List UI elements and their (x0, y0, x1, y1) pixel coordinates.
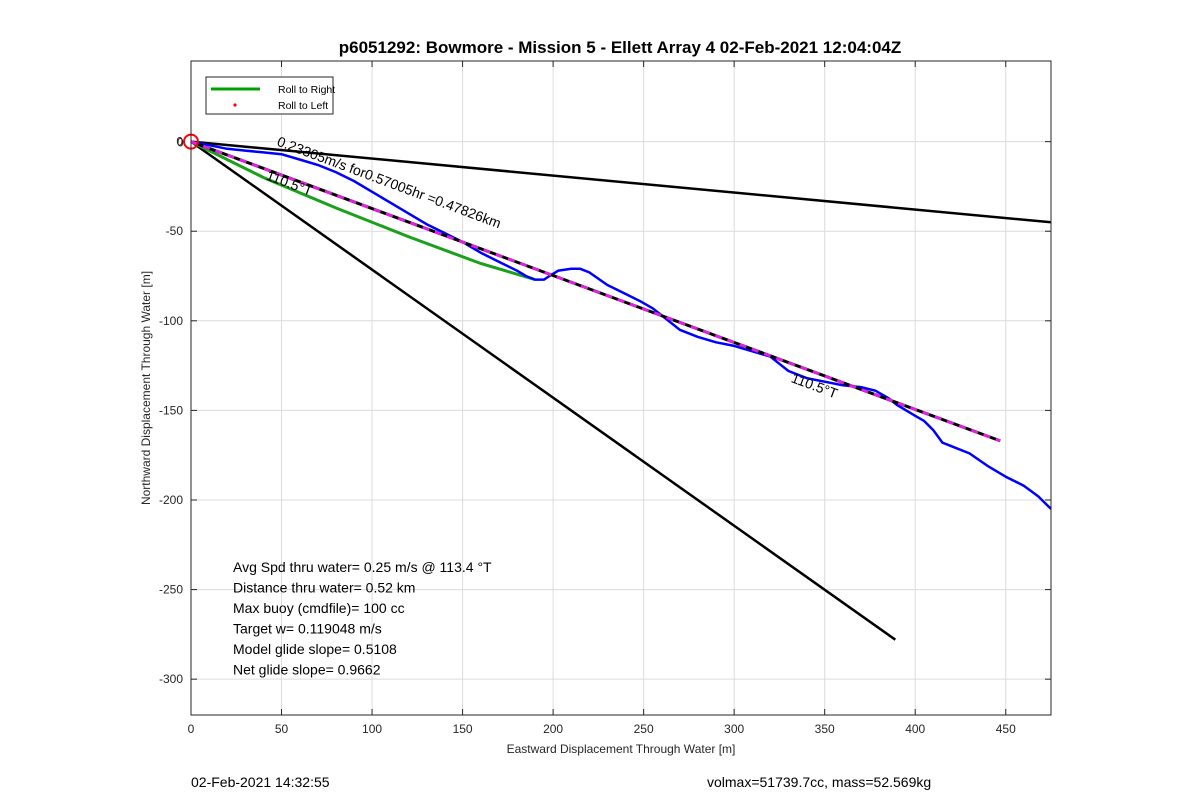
chart-title: p6051292: Bowmore - Mission 5 - Ellett A… (339, 38, 902, 57)
grid (190, 61, 1051, 715)
y-tick-label: -50 (166, 224, 184, 238)
legend-box (205, 76, 334, 115)
legend-label: Roll to Right (278, 84, 335, 96)
y-tick-label: -100 (159, 314, 183, 328)
x-tick-label: 0 (188, 722, 195, 736)
x-tick-label: 350 (815, 722, 835, 736)
y-tick-label: 0 (176, 135, 183, 149)
stat-line: Avg Spd thru water= 0.25 m/s @ 113.4 °T (233, 559, 492, 575)
stats-block: Avg Spd thru water= 0.25 m/s @ 113.4 °T D… (233, 559, 492, 678)
stat-line: Target w= 0.119048 m/s (233, 621, 382, 637)
x-tick-label: 150 (453, 722, 473, 736)
y-tick-label: -150 (159, 403, 183, 417)
stat-line: Distance thru water= 0.52 km (233, 580, 415, 596)
y-tick-label: -300 (159, 672, 183, 686)
x-tick-label: 400 (905, 722, 925, 736)
series-glider-track (190, 140, 1052, 510)
x-tick-label: 250 (634, 722, 654, 736)
y-ticks: 0 -50 -100 -150 -200 -250 -300 (159, 135, 1051, 686)
stat-line: Max buoy (cmdfile)= 100 cc (233, 600, 405, 616)
legend-label: Roll to Left (278, 100, 328, 112)
x-tick-label: 300 (724, 722, 744, 736)
reference-line-east (190, 140, 1052, 224)
x-tick-label: 100 (362, 722, 382, 736)
y-tick-label: -250 (159, 583, 183, 597)
series-roll-to-right (190, 140, 536, 282)
series-fit-line-dash (190, 140, 1001, 443)
x-axis-label: Eastward Displacement Through Water [m] (507, 742, 736, 756)
legend-swatch-dot (233, 103, 237, 107)
x-ticks: 0 50 100 150 200 250 300 350 400 450 (188, 61, 1016, 736)
origin-label: 0 (177, 136, 184, 150)
x-tick-label: 50 (275, 722, 289, 736)
axes-box (191, 61, 1051, 715)
legend: Roll to Right Roll to Left (205, 76, 335, 115)
x-tick-label: 450 (996, 722, 1016, 736)
y-axis-label: Northward Displacement Through Water [m] (139, 271, 153, 505)
series-layer (183, 133, 1052, 641)
footer-timestamp: 02-Feb-2021 14:32:55 (191, 774, 330, 790)
stat-line: Net glide slope= 0.9662 (233, 662, 381, 678)
reference-line-south (190, 140, 897, 641)
x-tick-label: 200 (543, 722, 563, 736)
footer-volmax-mass: volmax=51739.7cc, mass=52.569kg (707, 774, 932, 790)
y-tick-label: -200 (159, 493, 183, 507)
stat-line: Model glide slope= 0.5108 (233, 641, 397, 657)
axes-frame (190, 60, 1052, 716)
